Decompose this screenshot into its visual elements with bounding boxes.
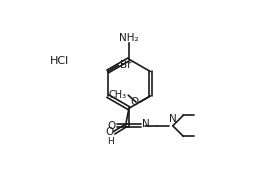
Text: O: O (108, 121, 116, 131)
Text: N: N (169, 114, 177, 124)
Text: N: N (142, 119, 150, 129)
Text: CH₃: CH₃ (108, 90, 126, 100)
Text: O: O (105, 127, 113, 137)
Text: Br: Br (120, 60, 132, 70)
Text: H: H (107, 137, 114, 146)
Text: NH₂: NH₂ (119, 33, 139, 43)
Text: HCl: HCl (50, 56, 69, 66)
Text: O: O (131, 97, 139, 107)
